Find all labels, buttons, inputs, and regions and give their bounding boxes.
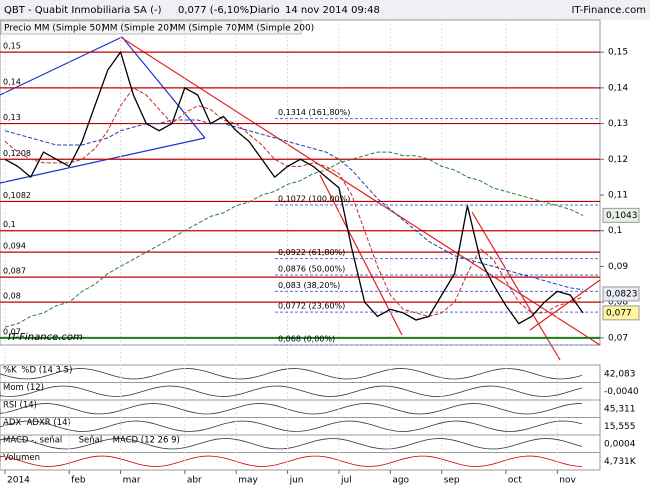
level-label: 0,14	[3, 77, 21, 86]
symbol: QBT - Quabit Inmobiliaria SA (-)	[4, 5, 162, 16]
last-value-label: 0,0823	[606, 289, 638, 299]
indicator-label: RSI (14)	[3, 401, 37, 411]
x-tick-label: feb	[71, 476, 86, 486]
level-label: 0,15	[3, 42, 21, 51]
legend-entry: Precio	[4, 24, 32, 34]
watermark: IT-Finance.com	[8, 332, 83, 343]
channel-line	[0, 137, 206, 184]
indicator-label: MACD (12 26 9)	[113, 436, 180, 446]
indicator-line	[0, 385, 583, 397]
last-value-box	[602, 207, 640, 223]
legend-entry: MM (Simple 50)	[34, 24, 104, 34]
indicator-value: 42,083	[604, 369, 636, 379]
legend-bg	[0, 20, 302, 35]
indicator-panels: %K %D (14 3 5) 42,083 Mom (12) -0,0040 RSI (1…	[0, 364, 639, 471]
trend-line	[471, 211, 561, 361]
indicator-value: 45,311	[604, 404, 636, 414]
indicator-panel	[0, 452, 601, 471]
indicator-label: %K	[3, 366, 17, 376]
y-tick-label: 0,12	[608, 155, 628, 165]
series-line	[4, 87, 584, 317]
indicator-value: 0,0004	[604, 439, 636, 449]
indicator-panel	[0, 417, 601, 436]
last-value-label: 0,077	[606, 308, 632, 318]
x-tick-label: mar	[123, 476, 141, 486]
indicator-label: ADXR (14)	[27, 418, 71, 428]
trend-line	[529, 279, 601, 331]
indicator-label: %D (14 3 5)	[21, 366, 72, 376]
x-tick-label: may	[238, 476, 258, 486]
indicator-label: Mom (12)	[3, 383, 44, 393]
level-label: 0,1208	[3, 149, 31, 158]
y-tick-label: 0,07	[608, 333, 628, 343]
indicator-line	[0, 420, 583, 432]
level-label: 0,07	[3, 327, 21, 336]
y-tick-label: 0,08	[608, 298, 628, 308]
level-label: 0,08	[3, 292, 21, 301]
indicator-label: Volumen	[3, 453, 40, 463]
series-line	[4, 151, 584, 328]
y-tick-label: 0,09	[608, 262, 628, 272]
period: Diario	[250, 5, 280, 16]
series-line	[4, 50, 584, 325]
x-tick-label: 2014	[7, 476, 30, 486]
x-tick-label: abr	[187, 476, 202, 486]
last-value-box	[602, 305, 640, 321]
fib-label: 0,0772 (23,60%)	[278, 302, 345, 311]
last-value-label: 0,1043	[606, 211, 638, 221]
timestamp: 14 nov 2014 09:48	[285, 5, 380, 16]
fib-label: 0,0876 (50,00%)	[278, 265, 345, 274]
level-label: 0,13	[3, 113, 21, 122]
y-tick-label: 0,13	[608, 119, 628, 129]
level-label: 0,1	[3, 220, 16, 229]
x-tick-label: jul	[340, 476, 352, 486]
last-value-box	[602, 286, 640, 302]
y-tick-label: 0,15	[608, 48, 628, 58]
indicator-value: 15,555	[604, 422, 636, 432]
indicator-label: MACD -, señal	[3, 436, 62, 446]
indicator-value: 4,731K	[604, 457, 637, 467]
y-tick-label: 0,1	[608, 226, 622, 236]
header-bar	[0, 0, 650, 20]
fib-label: 0,1314 (161,80%)	[278, 108, 350, 117]
x-tick-label: jun	[289, 476, 304, 486]
fib-label: 0,083 (38,20%)	[278, 281, 340, 290]
level-label: 0,1082	[3, 191, 31, 200]
legend-entry: MM (Simple 200)	[238, 24, 314, 34]
y-tick-label: 0,14	[608, 83, 628, 93]
x-tick-label: oct	[508, 476, 522, 486]
level-label: 0,094	[3, 242, 26, 251]
indicator-panel	[0, 364, 601, 383]
legend-entry: MM (Simple 20)	[102, 24, 172, 34]
level-label: 0,087	[3, 267, 26, 276]
indicator-value: -0,0040	[604, 387, 639, 397]
fib-label: 0,1072 (100,00%)	[278, 195, 350, 204]
x-tick-label: ago	[392, 476, 409, 486]
x-tick-label: sep	[444, 476, 460, 486]
brand: IT-Finance.com	[571, 5, 646, 16]
fib-label: 0,068 (0,00%)	[278, 335, 335, 344]
indicator-panel	[0, 399, 601, 418]
indicator-label: ADX	[3, 418, 21, 428]
indicator-label: Señal	[79, 436, 103, 446]
quote: 0,077 (-6,10%)	[178, 5, 253, 16]
fib-label: 0,0922 (61,80%)	[278, 248, 345, 257]
y-tick-label: 0,11	[608, 191, 628, 201]
x-tick-label: nov	[559, 476, 576, 486]
legend-entry: MM (Simple 70)	[170, 24, 240, 34]
channel-line	[0, 36, 123, 96]
